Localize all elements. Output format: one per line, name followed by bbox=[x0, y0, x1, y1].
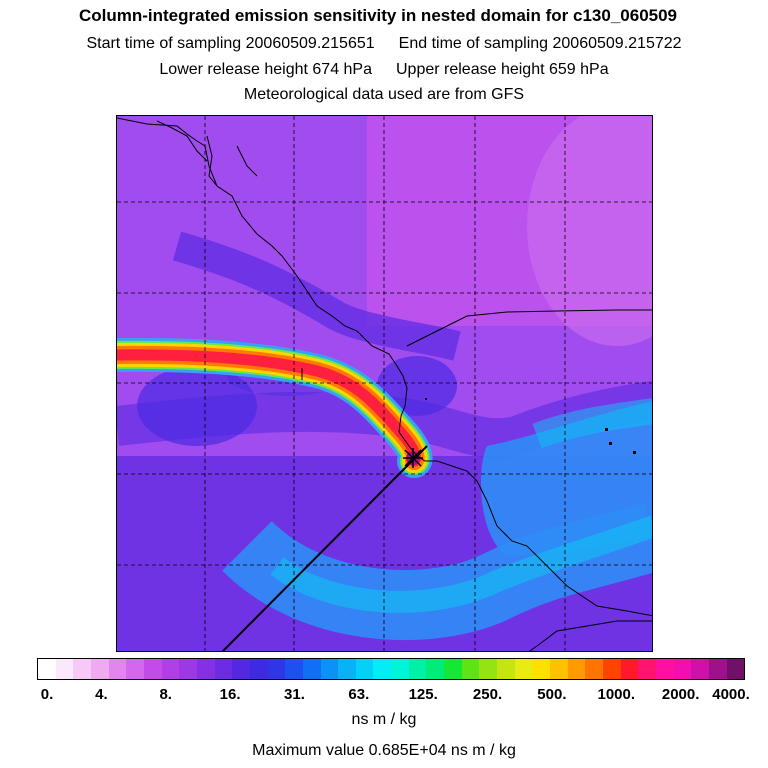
island-1 bbox=[605, 428, 608, 431]
colorbar-swatch bbox=[73, 659, 91, 679]
colorbar-tick-label: 8. bbox=[159, 686, 172, 703]
colorbar-tick-label: 4000. bbox=[712, 686, 750, 703]
colorbar-swatch bbox=[708, 659, 727, 679]
colorbar-swatch bbox=[373, 659, 392, 679]
sensitivity-map bbox=[116, 115, 653, 652]
colorbar-swatch bbox=[585, 659, 603, 679]
colorbar-tick-label: 250. bbox=[472, 686, 503, 703]
colorbar-swatch bbox=[38, 659, 56, 679]
colorbar-swatch bbox=[514, 659, 533, 679]
colorbar-tick-label: 125. bbox=[408, 686, 438, 703]
coastline-central bbox=[398, 431, 652, 617]
maximum-value-label: Maximum value 0.685E+04 ns m / kg bbox=[252, 742, 516, 759]
colorbar-swatch bbox=[338, 659, 356, 679]
colorbar-swatch bbox=[532, 659, 551, 679]
colorbar-swatch bbox=[355, 659, 374, 679]
coastline-baja bbox=[156, 120, 208, 162]
map-canvas bbox=[117, 116, 652, 651]
graticule bbox=[117, 116, 652, 651]
colorbar-tick-label: 500. bbox=[537, 686, 567, 703]
sampling-times: Start time of sampling 20060509.215651 En… bbox=[0, 35, 768, 53]
colorbar-tick-label: 16. bbox=[219, 686, 241, 703]
colorbar-swatch bbox=[108, 659, 127, 679]
low-sensitivity-band-east bbox=[481, 401, 652, 556]
colorbar-swatch bbox=[655, 659, 674, 679]
colorbar-swatch bbox=[267, 659, 286, 679]
flight-track bbox=[221, 445, 428, 651]
colorbar-swatch bbox=[673, 659, 692, 679]
start-time-label: Start time of sampling 20060509.215651 bbox=[86, 35, 375, 52]
island-2 bbox=[609, 442, 612, 445]
colorbar-swatch bbox=[161, 659, 180, 679]
colorbar-tick-label: 2000. bbox=[661, 686, 700, 703]
colorbar-swatch bbox=[179, 659, 197, 679]
release-heights: Lower release height 674 hPa Upper releas… bbox=[0, 61, 768, 79]
coastline-gulf-east bbox=[406, 309, 652, 347]
colorbar-swatch bbox=[391, 659, 409, 679]
colorbar-swatch bbox=[90, 659, 109, 679]
colorbar-units: ns m / kg bbox=[351, 711, 417, 728]
colorbar-swatch bbox=[603, 659, 621, 679]
coastline-mexico bbox=[117, 117, 408, 433]
colorbar bbox=[37, 658, 745, 680]
colorbar-swatch bbox=[55, 659, 74, 679]
colorbar-swatch bbox=[302, 659, 321, 679]
coastline-south bbox=[528, 620, 652, 651]
island-3 bbox=[633, 451, 636, 454]
colorbar-swatch bbox=[638, 659, 656, 679]
colorbar-swatch bbox=[444, 659, 462, 679]
plume-core bbox=[117, 349, 421, 467]
dark-blue-patch-2 bbox=[377, 356, 457, 416]
colorbar-swatch bbox=[567, 659, 586, 679]
colorbar-swatch bbox=[232, 659, 250, 679]
colorbar-swatch bbox=[620, 659, 639, 679]
low-sensitivity-core-east bbox=[532, 398, 652, 449]
colorbar-tick-label: 31. bbox=[284, 686, 305, 703]
low-sensitivity-core bbox=[270, 515, 652, 613]
upper-release-label: Upper release height 659 hPa bbox=[396, 61, 609, 78]
plot-title: Column-integrated emission sensitivity i… bbox=[78, 6, 678, 25]
dark-blue-patch bbox=[137, 366, 257, 446]
colorbar-tick-label: 1000. bbox=[597, 686, 636, 703]
colorbar-swatch bbox=[126, 659, 144, 679]
colorbar-swatch bbox=[461, 659, 480, 679]
coastline-gulf bbox=[206, 135, 258, 187]
colorbar-swatch bbox=[497, 659, 515, 679]
colorbar-swatch bbox=[143, 659, 162, 679]
colorbar-swatch bbox=[479, 659, 498, 679]
colorbar-swatch bbox=[214, 659, 233, 679]
colorbar-swatch bbox=[550, 659, 568, 679]
colorbar-swatch bbox=[196, 659, 215, 679]
field-upper-right-pink bbox=[527, 116, 652, 346]
end-time-label: End time of sampling 20060509.215722 bbox=[398, 35, 682, 52]
colorbar-swatch bbox=[726, 659, 745, 679]
colorbar-tick-label: 63. bbox=[348, 686, 370, 703]
colorbar-swatch bbox=[249, 659, 268, 679]
colorbar-swatch bbox=[408, 659, 427, 679]
colorbar-tick-label: 4. bbox=[95, 686, 108, 703]
colorbar-swatch bbox=[285, 659, 303, 679]
colorbar-swatch bbox=[691, 659, 709, 679]
colorbar-swatch bbox=[320, 659, 339, 679]
lower-release-label: Lower release height 674 hPa bbox=[159, 61, 372, 78]
blue-band-north bbox=[172, 231, 461, 361]
island-4 bbox=[425, 398, 427, 400]
colorbar-swatch bbox=[426, 659, 445, 679]
colorbar-tick-label: 0. bbox=[40, 686, 54, 703]
release-point-marker bbox=[403, 448, 423, 468]
met-data-label: Meteorological data used are from GFS bbox=[243, 86, 525, 103]
field-pink-region bbox=[117, 116, 357, 316]
